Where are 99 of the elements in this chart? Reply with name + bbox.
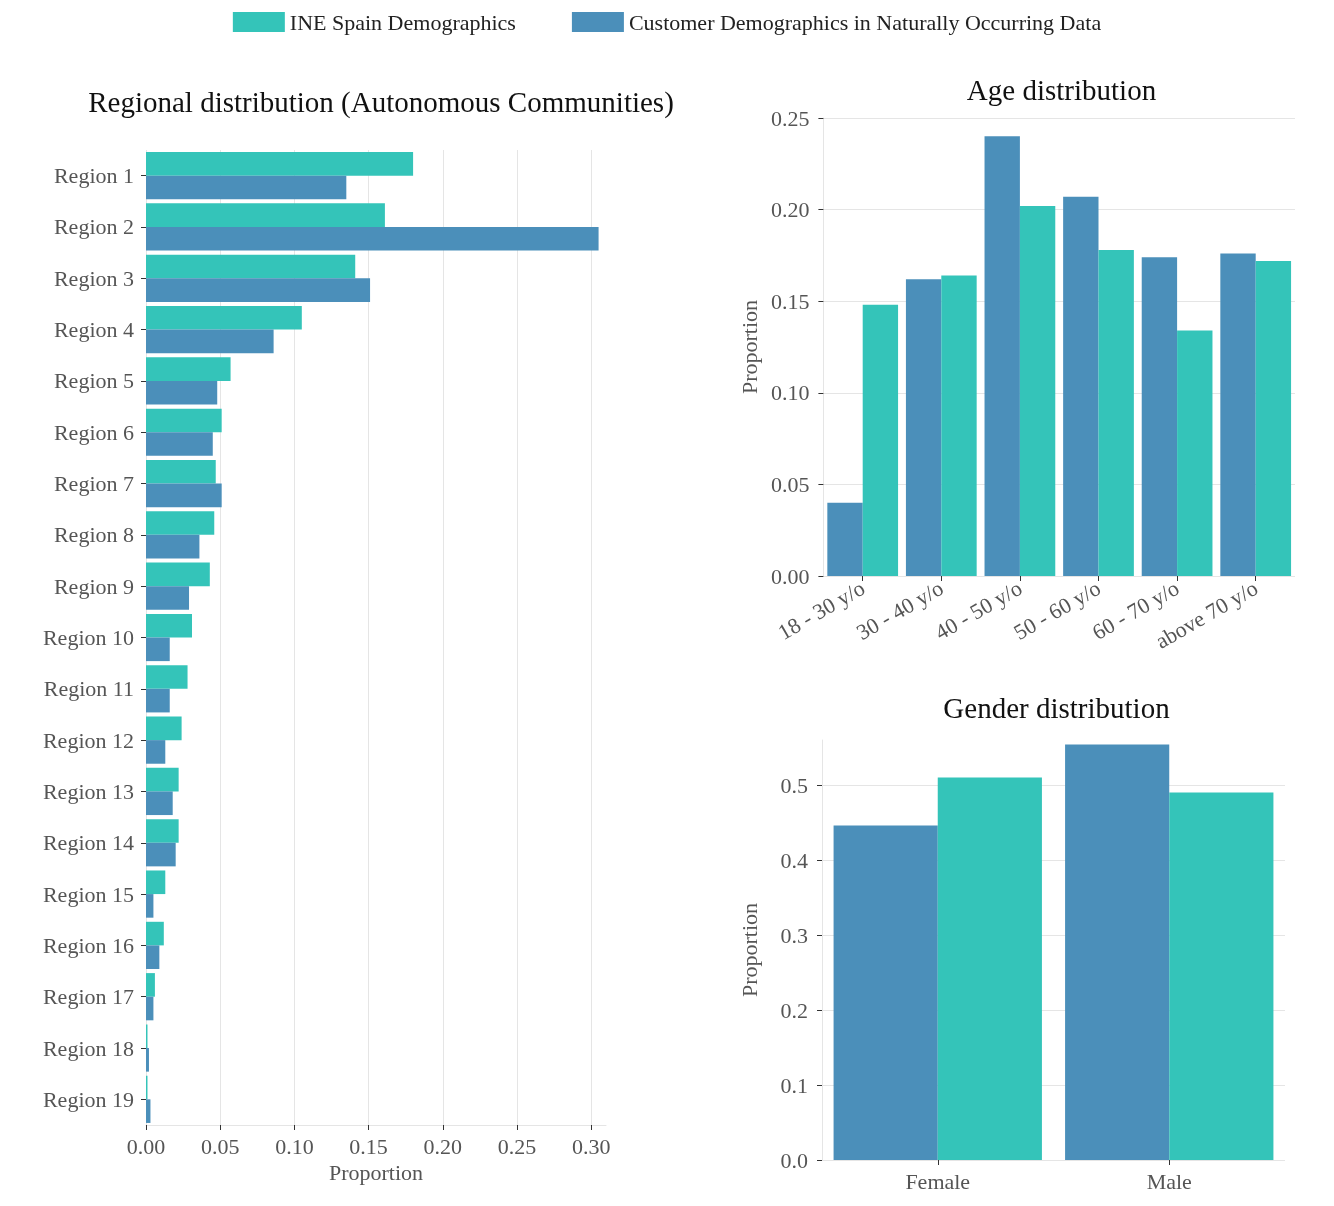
bar — [146, 306, 302, 330]
y-tick-label: Region 3 — [53, 265, 134, 291]
y-tick-label: 0.10 — [770, 380, 810, 406]
y-tick-label: Region 10 — [42, 625, 134, 650]
bar — [146, 483, 222, 508]
x-tick-label: 0.10 — [275, 1133, 314, 1159]
x-tick-label: Male — [1146, 1168, 1192, 1194]
bar — [146, 996, 154, 1021]
y-tick-label: Region 7 — [53, 471, 134, 497]
bar — [1177, 330, 1213, 576]
x-tick-label: 0.30 — [571, 1133, 611, 1159]
x-tick-label: 0.25 — [497, 1133, 537, 1159]
y-axis-title: Proportion — [736, 902, 762, 998]
y-tick-label: Region 14 — [42, 830, 134, 856]
bar — [146, 1099, 151, 1123]
bar — [146, 380, 218, 405]
y-tick-label: 0.20 — [770, 197, 810, 223]
bar — [905, 279, 942, 576]
y-tick-label: Region 2 — [53, 214, 134, 240]
y-tick-label: Region 5 — [53, 368, 134, 394]
y-tick-label: 0.3 — [780, 922, 808, 948]
bar — [1169, 792, 1274, 1160]
bar — [1220, 253, 1256, 576]
x-tick-label: 0.15 — [349, 1133, 388, 1159]
bar — [146, 945, 160, 969]
y-tick-label: 0.25 — [770, 105, 810, 131]
y-tick-label: Region 18 — [42, 1035, 134, 1061]
y-tick-label: 0.1 — [780, 1072, 808, 1098]
y-axis-title: Proportion — [736, 299, 762, 395]
legend-label: INE Spain Demographics — [289, 9, 516, 35]
bar — [146, 408, 222, 433]
y-tick-label: Region 17 — [42, 984, 134, 1010]
bar — [146, 357, 231, 381]
bar — [146, 511, 215, 535]
x-tick-label: 0.05 — [200, 1133, 240, 1159]
y-tick-label: Region 1 — [53, 163, 134, 189]
y-tick-label: Region 11 — [43, 676, 134, 702]
bar — [1019, 205, 1056, 576]
y-tick-label: Region 8 — [53, 522, 134, 548]
chart-title: Regional distribution (Autonomous Communities) — [88, 85, 674, 119]
bar — [146, 688, 170, 713]
y-tick-label: Region 12 — [42, 727, 134, 753]
y-tick-label: Region 19 — [42, 1086, 134, 1112]
bar — [827, 502, 863, 576]
bar — [146, 665, 188, 689]
bar — [146, 152, 414, 176]
bar — [146, 329, 274, 354]
bar — [146, 432, 213, 456]
y-tick-label: 0.0 — [780, 1147, 808, 1173]
bar — [146, 973, 155, 997]
y-tick-label: Region 9 — [53, 573, 134, 599]
bar — [146, 819, 179, 843]
bar — [146, 562, 210, 587]
y-tick-label: 0.5 — [780, 772, 808, 798]
y-tick-label: 0.2 — [780, 997, 808, 1023]
bar — [833, 825, 938, 1160]
bar — [146, 226, 599, 251]
bar — [1063, 196, 1099, 576]
x-tick-label: Female — [905, 1168, 971, 1194]
x-tick-label: 0.00 — [126, 1133, 166, 1159]
bar — [984, 136, 1020, 576]
bar — [146, 740, 166, 764]
x-tick-label: 0.20 — [423, 1133, 463, 1159]
bar — [146, 894, 154, 918]
bar — [862, 304, 899, 576]
bar — [1255, 260, 1292, 576]
bar — [146, 921, 164, 946]
bar — [1098, 249, 1134, 576]
y-tick-label: 0.4 — [780, 847, 808, 873]
bar — [146, 791, 173, 816]
bar — [146, 842, 176, 867]
bar — [1141, 257, 1178, 576]
x-axis-title: Proportion — [328, 1160, 424, 1186]
legend-label: Customer Demographics in Naturally Occurring Data — [628, 9, 1102, 35]
bar — [146, 1048, 149, 1072]
chart-title: Gender distribution — [943, 691, 1171, 724]
bar — [1065, 744, 1170, 1160]
bar — [146, 767, 179, 792]
chart-title: Age distribution — [966, 73, 1157, 106]
bar — [146, 870, 166, 895]
bar — [146, 254, 356, 279]
bar — [146, 534, 200, 559]
bar — [146, 203, 385, 227]
y-tick-label: Region 15 — [42, 881, 134, 907]
y-tick-label: Region 6 — [53, 419, 134, 445]
y-tick-label: Region 4 — [53, 317, 134, 343]
bar — [146, 586, 190, 610]
bar — [146, 613, 192, 638]
bar — [146, 637, 170, 662]
bar — [941, 275, 977, 576]
bar — [146, 459, 216, 484]
bar — [937, 777, 1042, 1160]
y-tick-label: 0.05 — [770, 471, 810, 497]
y-tick-label: 0.15 — [770, 288, 810, 314]
y-tick-label: Region 16 — [42, 932, 134, 958]
bar — [146, 716, 182, 741]
bar — [146, 278, 371, 302]
bar — [146, 175, 347, 200]
y-tick-label: Region 13 — [42, 778, 134, 804]
